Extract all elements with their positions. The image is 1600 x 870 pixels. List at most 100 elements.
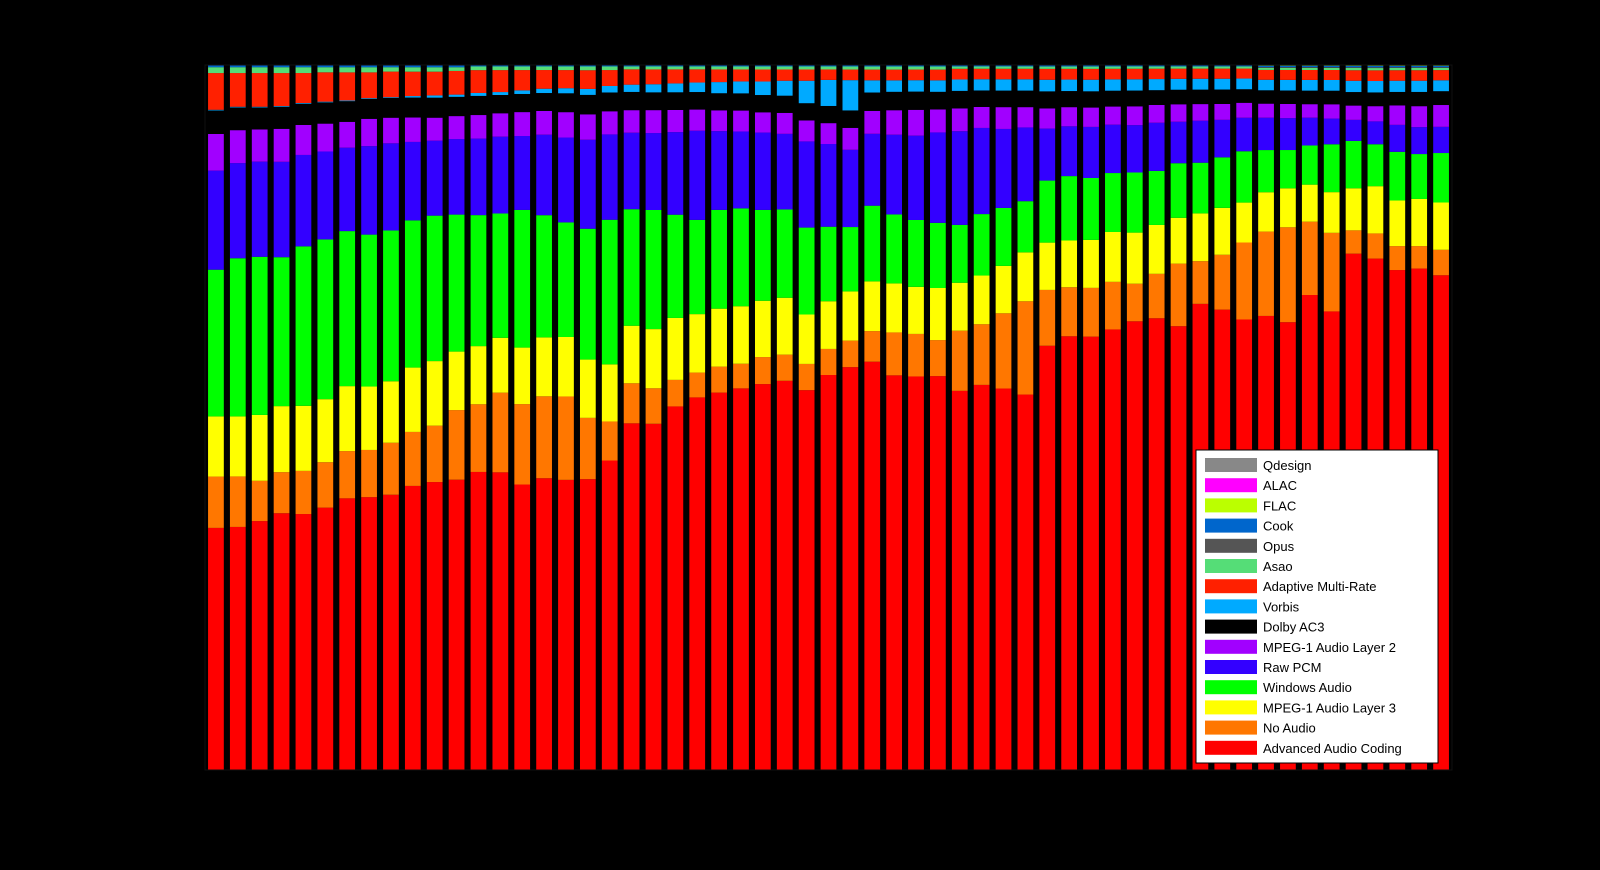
bar-segment <box>754 300 771 358</box>
legend-label: Qdesign <box>1263 458 1311 473</box>
bar-segment <box>579 70 596 89</box>
bar-segment <box>754 132 771 210</box>
bar-segment <box>623 325 640 384</box>
bar-segment <box>492 65 509 67</box>
bar-segment <box>1039 242 1056 290</box>
legend-swatch <box>1205 458 1257 472</box>
bar-segment <box>536 66 552 71</box>
bar-segment <box>601 421 618 461</box>
legend-label: Dolby AC3 <box>1263 620 1324 635</box>
bar-segment <box>1083 79 1099 92</box>
bar-segment <box>339 231 356 387</box>
bar-segment <box>930 132 946 223</box>
bar-segment <box>754 95 771 113</box>
bar-stack <box>951 65 968 770</box>
bar-segment <box>995 107 1012 129</box>
bar-segment <box>492 337 509 393</box>
bar-segment <box>470 346 487 405</box>
bar-segment <box>1170 78 1187 90</box>
bar-segment <box>208 65 224 68</box>
bar-segment <box>1126 65 1143 67</box>
bar-segment <box>273 106 290 107</box>
bar-segment <box>426 71 443 96</box>
bar-stack <box>448 65 465 770</box>
bar-segment <box>558 112 574 138</box>
bar-segment <box>1367 81 1384 93</box>
bar-segment <box>1389 105 1406 125</box>
bar-segment <box>317 462 334 508</box>
bar-segment <box>295 65 312 68</box>
bar-segment <box>295 103 312 125</box>
bar-segment <box>1126 106 1143 126</box>
bar-segment <box>383 97 399 98</box>
bar-segment <box>558 70 574 89</box>
bar-segment <box>339 65 356 68</box>
bar-segment <box>1433 80 1449 92</box>
bar-segment <box>754 112 771 133</box>
bar-segment <box>711 308 727 367</box>
bar-segment <box>1017 127 1034 202</box>
bar-segment <box>383 442 399 495</box>
bar-stack <box>995 65 1012 770</box>
bar-segment <box>1323 232 1340 312</box>
bar-segment <box>1258 192 1274 232</box>
legend-label: MPEG-1 Audio Layer 3 <box>1263 700 1396 715</box>
legend-swatch <box>1205 700 1257 715</box>
bar-segment <box>1017 90 1034 108</box>
bar-segment <box>514 209 531 348</box>
bar-segment <box>1323 118 1340 145</box>
bar-segment <box>426 425 443 483</box>
legend-label: Advanced Audio Coding <box>1263 741 1402 756</box>
bar-segment <box>1148 318 1165 770</box>
bar-segment <box>536 93 552 111</box>
bar-segment <box>1411 65 1428 68</box>
bar-segment <box>798 69 815 81</box>
bar-segment <box>514 404 531 485</box>
bar-segment <box>1192 261 1209 304</box>
legend-swatch <box>1205 518 1257 533</box>
bar-segment <box>1083 65 1099 67</box>
bar-segment <box>1301 221 1318 296</box>
bar-stack <box>579 65 596 770</box>
bar-segment <box>820 66 837 70</box>
bar-segment <box>1083 107 1099 127</box>
bar-segment <box>1105 173 1121 232</box>
bar-segment <box>208 269 224 417</box>
bar-segment <box>383 67 399 72</box>
legend-label: Windows Audio <box>1263 680 1352 695</box>
bar-segment <box>1258 79 1274 91</box>
bar-segment <box>776 354 793 381</box>
bar-segment <box>1105 90 1121 107</box>
bar-segment <box>558 222 574 337</box>
bar-segment <box>689 69 706 83</box>
bar-segment <box>973 79 990 91</box>
bar-segment <box>733 306 749 364</box>
bar-segment <box>886 65 903 67</box>
bar-segment <box>886 214 903 284</box>
bar-stack <box>820 65 837 770</box>
bar-segment <box>601 70 618 86</box>
bar-segment <box>733 363 749 389</box>
bar-segment <box>711 65 727 67</box>
legend-label: No Audio <box>1263 721 1316 736</box>
bar-segment <box>1411 106 1428 128</box>
bar-segment <box>601 134 618 220</box>
bar-stack <box>229 65 246 770</box>
bar-segment <box>1192 78 1209 90</box>
axes-layer <box>204 64 1453 771</box>
bar-segment <box>1061 336 1078 770</box>
bar-stack <box>361 65 377 770</box>
bar-segment <box>1192 68 1209 79</box>
bar-segment <box>667 69 684 84</box>
bar-segment <box>1105 231 1121 282</box>
legend-swatch <box>1205 538 1257 553</box>
bar-stack <box>842 65 859 770</box>
bar-segment <box>711 131 727 210</box>
bar-segment <box>1301 67 1318 70</box>
bar-segment <box>208 527 224 770</box>
bar-stack <box>645 65 662 770</box>
bar-segment <box>776 66 793 70</box>
bar-segment <box>426 97 443 118</box>
bar-segment <box>1301 79 1318 91</box>
